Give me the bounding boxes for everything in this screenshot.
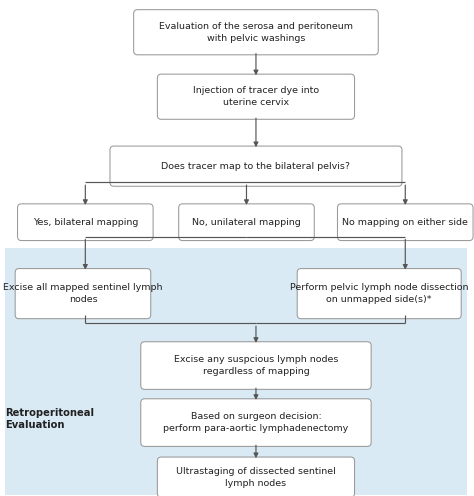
FancyBboxPatch shape: [297, 269, 461, 319]
FancyBboxPatch shape: [141, 342, 371, 389]
FancyBboxPatch shape: [134, 9, 378, 55]
Text: Injection of tracer dye into
uterine cervix: Injection of tracer dye into uterine cer…: [193, 86, 319, 107]
FancyBboxPatch shape: [5, 248, 467, 495]
Text: No, unilateral mapping: No, unilateral mapping: [192, 218, 301, 227]
FancyBboxPatch shape: [15, 269, 151, 319]
FancyBboxPatch shape: [18, 204, 153, 241]
Text: Yes, bilateral mapping: Yes, bilateral mapping: [33, 218, 138, 227]
FancyBboxPatch shape: [337, 204, 473, 241]
Text: Retroperitoneal
Evaluation: Retroperitoneal Evaluation: [5, 408, 94, 430]
Text: Perform pelvic lymph node dissection
on unmapped side(s)*: Perform pelvic lymph node dissection on …: [290, 283, 468, 304]
FancyBboxPatch shape: [157, 457, 355, 496]
Text: Excise all mapped sentinel lymph
nodes: Excise all mapped sentinel lymph nodes: [3, 283, 163, 304]
FancyBboxPatch shape: [179, 204, 314, 241]
FancyBboxPatch shape: [110, 146, 402, 186]
Text: Based on surgeon decision:
perform para-aortic lymphadenectomy: Based on surgeon decision: perform para-…: [164, 412, 348, 433]
Text: Evaluation of the serosa and peritoneum
with pelvic washings: Evaluation of the serosa and peritoneum …: [159, 22, 353, 43]
Text: Excise any suspcious lymph nodes
regardless of mapping: Excise any suspcious lymph nodes regardl…: [174, 355, 338, 376]
Text: Ultrastaging of dissected sentinel
lymph nodes: Ultrastaging of dissected sentinel lymph…: [176, 467, 336, 488]
FancyBboxPatch shape: [157, 74, 355, 119]
FancyBboxPatch shape: [141, 399, 371, 446]
Text: Does tracer map to the bilateral pelvis?: Does tracer map to the bilateral pelvis?: [162, 162, 350, 171]
Text: No mapping on either side: No mapping on either side: [342, 218, 468, 227]
